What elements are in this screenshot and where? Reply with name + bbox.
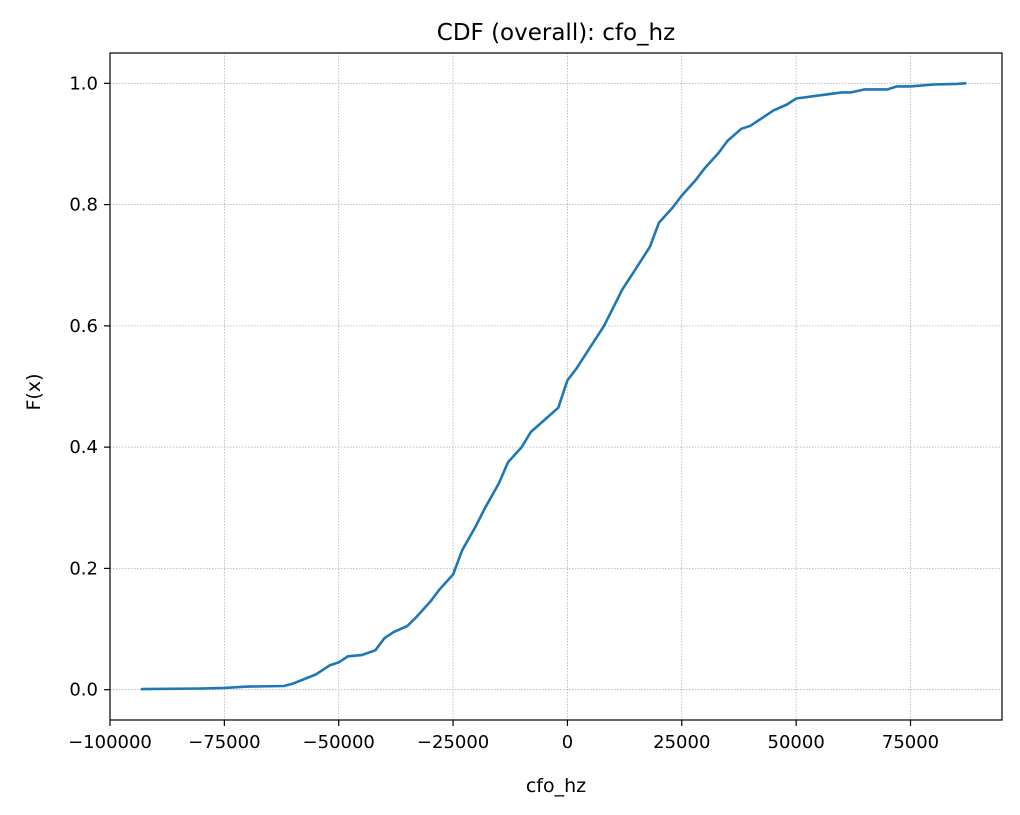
y-tick-label: 1.0 <box>69 73 98 94</box>
y-tick-label: 0.8 <box>69 195 98 216</box>
y-axis: 0.0 0.2 0.4 0.6 0.8 1.0 <box>69 73 110 701</box>
x-tick-label: −50000 <box>303 732 375 753</box>
y-tick-label: 0.0 <box>69 680 98 701</box>
y-tick-label: 0.2 <box>69 558 98 579</box>
axes-frame <box>109 52 1003 721</box>
x-tick-label: 0 <box>562 732 573 753</box>
y-tick-label: 0.6 <box>69 316 98 337</box>
y-tick-label: 0.4 <box>69 437 98 458</box>
x-tick-label: −75000 <box>188 732 260 753</box>
y-axis-label: F(x) <box>23 374 45 411</box>
x-tick-label: −25000 <box>417 732 489 753</box>
grid <box>109 53 1002 720</box>
x-tick-label: 25000 <box>653 732 710 753</box>
x-axis: −100000 −75000 −50000 −25000 0 25000 50000 7500… <box>68 720 939 753</box>
x-tick-label: 50000 <box>768 732 825 753</box>
x-tick-label: −100000 <box>68 732 152 753</box>
cdf-line <box>140 82 967 691</box>
x-axis-label: cfo_hz <box>526 775 586 797</box>
chart-title: CDF (overall): cfo_hz <box>437 20 675 46</box>
x-tick-label: 75000 <box>882 732 939 753</box>
plot-area <box>140 82 967 691</box>
